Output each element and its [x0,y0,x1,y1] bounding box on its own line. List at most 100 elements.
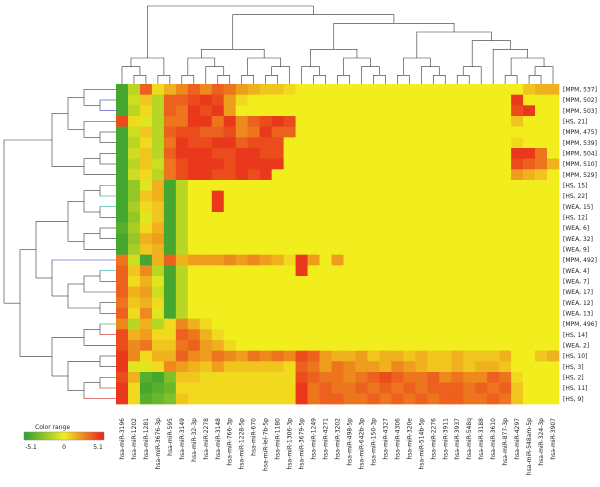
heatmap-cell [175,329,189,341]
heatmap-cell [427,105,440,117]
heatmap-cell [163,286,177,298]
heatmap-cell [259,201,272,213]
row-label: [WEA, 7] [563,279,589,286]
heatmap-cell [271,276,284,288]
heatmap-cell [127,382,141,394]
heatmap-cell [379,169,392,181]
heatmap-cell [535,233,548,245]
heatmap-cell [175,201,189,213]
heatmap-cell [283,105,296,117]
heatmap-cell [247,180,261,192]
row-label: [HS, 3] [563,364,584,371]
heatmap-cell [247,308,261,320]
heatmap-cell [487,308,500,320]
heatmap-cell [151,233,165,245]
row-label: [WEA, 32] [563,236,593,243]
heatmap-cell [211,201,225,213]
column-label: hsa-miR-1249 [311,418,318,460]
heatmap-cell [379,222,392,234]
heatmap-cell [259,254,272,266]
heatmap-cell [415,350,428,362]
heatmap-cell [523,169,536,181]
heatmap-cell [223,126,237,138]
heatmap-cell [379,286,392,298]
heatmap-cell [271,340,284,352]
heatmap-cell [499,201,512,213]
heatmap-cell [175,212,189,224]
heatmap-cell [307,84,320,96]
column-label: hsa-miR-1180 [275,418,282,460]
heatmap-cell [535,244,548,256]
heatmap-cell [463,190,476,202]
heatmap-cell [199,84,213,96]
heatmap-cell [235,254,249,266]
heatmap-cell [511,190,524,202]
heatmap-cell [259,340,272,352]
heatmap-cell [547,265,560,277]
heatmap-cell [379,329,392,341]
heatmap-cell [487,286,500,298]
heatmap-cell [199,361,213,373]
heatmap-cell [331,116,344,128]
heatmap-cell [427,308,440,320]
heatmap-cell [247,382,261,394]
heatmap-cell [439,233,452,245]
heatmap-cell [355,180,368,192]
heatmap-cell [319,148,332,160]
heatmap-cell [283,340,296,352]
heatmap-cell [415,286,428,298]
heatmap-cell [223,329,237,341]
heatmap-cell [307,382,320,394]
heatmap-cell [235,393,249,405]
heatmap-cell [127,340,141,352]
heatmap-cell [511,137,524,149]
heatmap-cell [151,116,165,128]
heatmap-cell [151,265,165,277]
heatmap-cell [439,254,452,266]
heatmap-cell [379,372,392,384]
heatmap-cell [499,126,512,138]
heatmap-cell [487,158,500,170]
heatmap-cell [379,318,392,330]
heatmap-cell [199,254,213,266]
heatmap-cell [139,94,153,106]
heatmap-cell [475,105,488,117]
heatmap-cell [355,244,368,256]
heatmap-cell [343,254,356,266]
heatmap-cell [475,222,488,234]
heatmap-cell [343,84,356,96]
heatmap-cell [271,308,284,320]
heatmap-cell [439,158,452,170]
colorbar-tick-max: 5.1 [93,444,103,451]
heatmap-cell [367,286,380,298]
heatmap-cell [511,158,524,170]
heatmap-cell [355,222,368,234]
heatmap-cell [415,372,428,384]
heatmap-cell [331,286,344,298]
heatmap-cell [403,382,416,394]
row-label: [MPM, 529] [563,172,597,179]
heatmap-cell [451,190,464,202]
heatmap-cell [223,382,237,394]
heatmap-cell [211,126,225,138]
heatmap-cell [439,137,452,149]
heatmap-cell [403,340,416,352]
heatmap-cell [499,212,512,224]
heatmap-cell [355,308,368,320]
column-label: hsa-miR-548am-5p [526,418,533,475]
heatmap-cell [343,276,356,288]
heatmap-cell [391,105,404,117]
heatmap-cell [391,329,404,341]
heatmap-cell [535,254,548,266]
heatmap-cell [523,372,536,384]
heatmap-cell [523,116,536,128]
heatmap-cell [307,361,320,373]
heatmap-cell [295,382,308,394]
column-label: hsa-miR-3907 [550,418,557,460]
heatmap-cell [223,233,237,245]
heatmap-cell [379,297,392,309]
heatmap-cell [499,297,512,309]
heatmap-cell [163,254,177,266]
heatmap-cell [199,137,213,149]
